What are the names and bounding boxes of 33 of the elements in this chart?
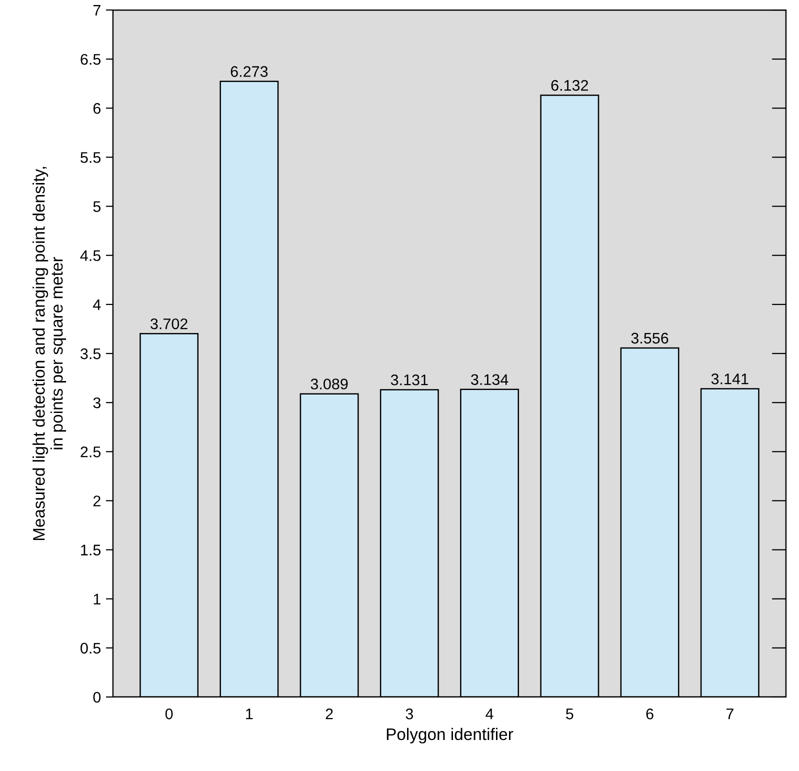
x-tick-label: 3 (406, 708, 413, 720)
y-tick-label: 5.5 (80, 152, 101, 163)
data-label: 3.134 (471, 374, 508, 386)
y-tick-label: 1.5 (81, 544, 101, 556)
x-tick-label: 6 (646, 708, 654, 720)
y-tick-label: 7 (93, 5, 100, 16)
data-label: 3.141 (711, 374, 748, 384)
y-tick-label: 0.5 (80, 642, 101, 654)
y-tick-label: 5 (93, 201, 101, 212)
x-tick-label: 0 (165, 708, 173, 720)
data-label: 6.273 (230, 66, 268, 77)
y-tick-label: 0 (93, 692, 101, 703)
data-label: 3.089 (310, 378, 348, 390)
data-label: 3.702 (150, 318, 188, 330)
data-label: 3.131 (390, 374, 428, 386)
y-tick-label: 1 (94, 594, 100, 604)
x-tick-label: 1 (246, 708, 253, 720)
data-label: 3.556 (631, 332, 668, 344)
y-tick-label: 6 (93, 103, 100, 114)
x-tick-label: 4 (486, 708, 494, 720)
y-tick-label: 4 (93, 299, 101, 310)
x-tick-label: 7 (726, 708, 734, 720)
y-tick-label: 3.5 (80, 348, 101, 360)
y-tick-label: 2.5 (80, 446, 101, 458)
x-axis-title: Polygon identifier (386, 728, 514, 744)
y-tick-label: 6.5 (80, 54, 101, 65)
x-tick-label: 5 (566, 708, 574, 720)
y-tick-label: 2 (93, 496, 100, 506)
x-tick-label: 2 (326, 708, 333, 720)
y-axis-title: Measured light detection and ranging point density, in points per square meter (32, 167, 66, 540)
y-tick-label: 3 (93, 397, 100, 408)
y-tick-label: 4.5 (80, 250, 101, 262)
data-label: 6.132 (551, 80, 588, 91)
